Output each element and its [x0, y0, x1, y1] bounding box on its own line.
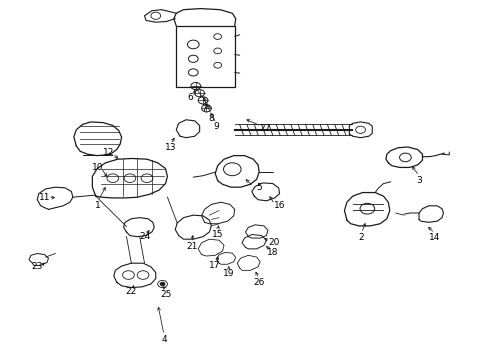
Text: 2: 2: [358, 233, 364, 242]
Text: 8: 8: [208, 114, 214, 123]
Text: 22: 22: [125, 287, 137, 296]
Text: 11: 11: [39, 193, 50, 202]
Text: 24: 24: [139, 232, 150, 241]
Text: 9: 9: [213, 122, 219, 131]
Text: 26: 26: [253, 278, 264, 287]
Circle shape: [160, 282, 164, 286]
Text: 17: 17: [208, 261, 220, 270]
Text: 4: 4: [161, 335, 166, 344]
Text: 16: 16: [273, 201, 285, 210]
Text: 19: 19: [223, 269, 234, 278]
Text: 12: 12: [103, 148, 114, 157]
Text: 6: 6: [186, 93, 192, 102]
Text: 21: 21: [186, 242, 197, 251]
Text: 5: 5: [256, 183, 262, 192]
Text: 18: 18: [266, 248, 278, 257]
Text: 3: 3: [415, 176, 421, 185]
Text: 23: 23: [32, 262, 43, 271]
Text: 15: 15: [211, 230, 223, 239]
Text: 10: 10: [91, 163, 103, 172]
Text: 25: 25: [161, 289, 172, 298]
Text: 20: 20: [267, 238, 279, 247]
Text: 13: 13: [164, 143, 176, 152]
Text: 14: 14: [428, 233, 440, 242]
Text: 27: 27: [259, 123, 270, 132]
Text: 7: 7: [201, 104, 207, 113]
Text: 1: 1: [95, 201, 101, 210]
